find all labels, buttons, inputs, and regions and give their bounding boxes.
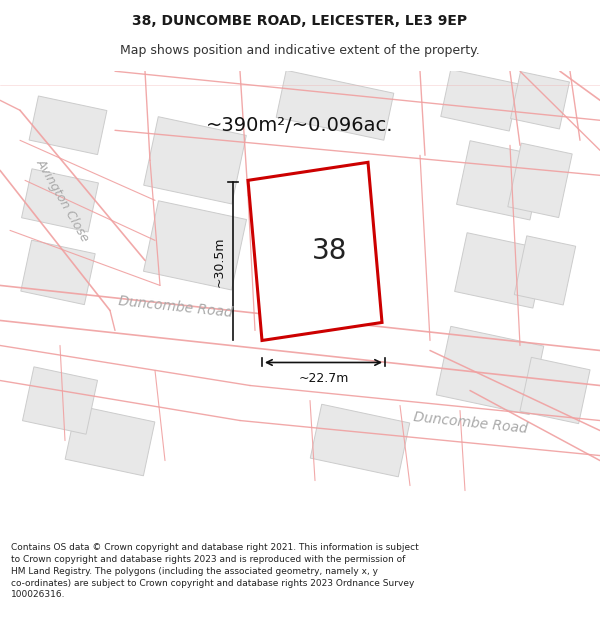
Polygon shape: [514, 236, 575, 305]
Polygon shape: [441, 69, 519, 131]
Polygon shape: [511, 72, 569, 129]
Polygon shape: [310, 404, 410, 477]
Polygon shape: [248, 162, 382, 341]
Text: ~30.5m: ~30.5m: [212, 236, 226, 287]
Polygon shape: [520, 357, 590, 424]
Polygon shape: [22, 169, 98, 232]
Polygon shape: [29, 96, 107, 154]
Polygon shape: [65, 405, 155, 476]
Text: Avington Close: Avington Close: [34, 156, 92, 244]
Text: ~22.7m: ~22.7m: [298, 372, 349, 385]
Text: Duncombe Road: Duncombe Road: [412, 409, 528, 436]
Text: Duncombe Road: Duncombe Road: [117, 294, 233, 321]
Text: 38: 38: [313, 238, 347, 266]
Text: Map shows position and indicative extent of the property.: Map shows position and indicative extent…: [120, 44, 480, 57]
Polygon shape: [143, 201, 247, 290]
Text: ~390m²/~0.096ac.: ~390m²/~0.096ac.: [206, 116, 394, 135]
Polygon shape: [22, 367, 98, 434]
Text: 38, DUNCOMBE ROAD, LEICESTER, LE3 9EP: 38, DUNCOMBE ROAD, LEICESTER, LE3 9EP: [133, 14, 467, 28]
Text: Contains OS data © Crown copyright and database right 2021. This information is : Contains OS data © Crown copyright and d…: [11, 543, 419, 599]
Polygon shape: [455, 232, 545, 308]
Polygon shape: [457, 141, 544, 220]
Polygon shape: [508, 143, 572, 218]
Polygon shape: [276, 71, 394, 140]
Polygon shape: [436, 326, 544, 414]
Polygon shape: [144, 117, 246, 204]
Polygon shape: [21, 240, 95, 304]
